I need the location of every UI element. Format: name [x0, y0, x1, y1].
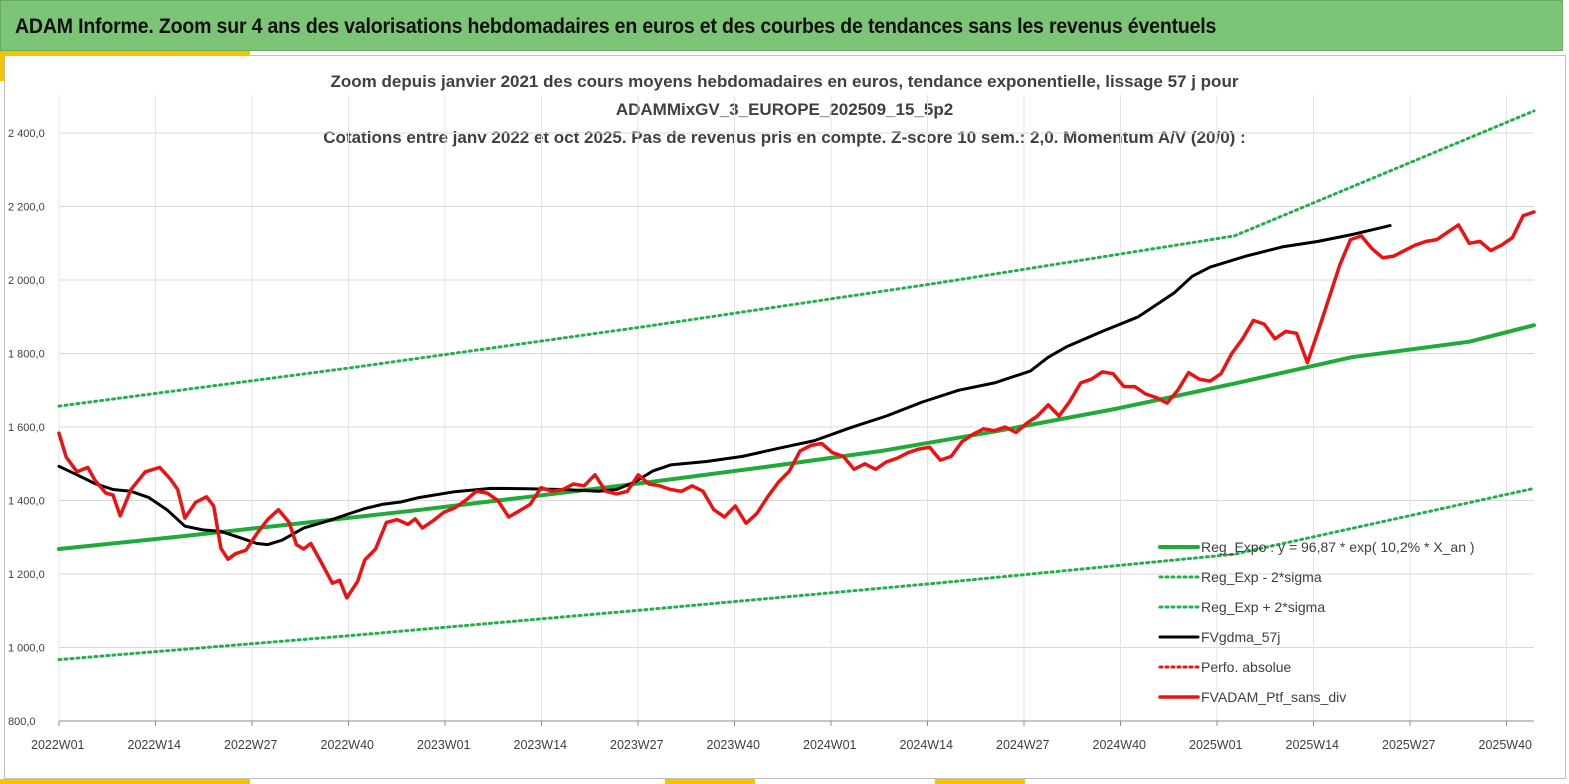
x-tick-label: 2022W14	[128, 738, 182, 752]
x-tick-label: 2022W27	[224, 738, 278, 752]
x-tick-label: 2024W01	[803, 738, 857, 752]
y-tick-label: 2 200,0	[8, 202, 45, 214]
legend-label: Perfo. absolue	[1201, 659, 1291, 675]
x-tick-label: 2022W01	[31, 738, 85, 752]
y-tick-label: 1 600,0	[8, 422, 45, 434]
page-title: ADAM Informe. Zoom sur 4 ans des valoris…	[15, 15, 1217, 38]
legend-label: Reg_Expo : y = 96,87 * exp( 10,2% * X_an…	[1201, 539, 1475, 555]
chart-title-line-1: Zoom depuis janvier 2021 des cours moyen…	[330, 72, 1239, 91]
series-line-1	[57, 323, 1536, 551]
x-tick-label: 2023W40	[707, 738, 761, 752]
x-tick-label: 2025W27	[1382, 738, 1436, 752]
x-tick-label: 2023W01	[417, 738, 471, 752]
gold-accent-top	[0, 51, 250, 55]
legend-label: Reg_Exp - 2*sigma	[1201, 569, 1322, 585]
x-tick-label: 2024W40	[1093, 738, 1147, 752]
legend-label: FVADAM_Ptf_sans_div	[1201, 689, 1346, 705]
series-line-3	[57, 109, 1536, 408]
gold-accent-bottom-right	[935, 779, 1025, 784]
grid	[58, 95, 1534, 722]
y-tick-label: 2 000,0	[8, 275, 45, 287]
x-tick-label: 2024W14	[900, 738, 954, 752]
series-line-4	[57, 224, 1392, 547]
x-tick-label: 2025W14	[1286, 738, 1340, 752]
series-line-2	[57, 486, 1536, 662]
series	[57, 109, 1536, 662]
series-line-6	[57, 210, 1536, 600]
y-tick-label: 1 000,0	[8, 643, 45, 655]
chart-title-line-2: ADAMMixGV_3_EUROPE_202509_15_5p2	[615, 100, 954, 119]
gold-accent-bottom-mid	[665, 779, 755, 784]
x-tick-label: 2025W40	[1479, 738, 1533, 752]
chart-frame	[4, 55, 1566, 779]
x-tick-label: 2022W40	[321, 738, 375, 752]
y-tick-label: 800,0	[8, 716, 36, 728]
legend-label: Reg_Exp + 2*sigma	[1201, 599, 1325, 615]
header-bar: ADAM Informe. Zoom sur 4 ans des valoris…	[0, 0, 1563, 51]
y-tick-label: 1 800,0	[8, 349, 45, 361]
y-tick-label: 1 200,0	[8, 569, 45, 581]
y-tick-label: 2 400,0	[8, 128, 45, 140]
gold-accent-left	[0, 51, 4, 81]
x-tick-label: 2023W14	[514, 738, 568, 752]
x-tick-label: 2023W27	[610, 738, 664, 752]
legend: Reg_Expo : y = 96,87 * exp( 10,2% * X_an…	[1158, 539, 1475, 705]
y-tick-label: 1 400,0	[8, 496, 45, 508]
x-tick-label: 2025W01	[1189, 738, 1243, 752]
axes: 800,0 1 000,0 1 200,0 1 400,0 1 600,0 1 800,0…	[8, 128, 1534, 752]
gold-accent-bottom	[0, 779, 250, 784]
legend-label: FVgdma_57j	[1201, 629, 1280, 645]
x-tick-label: 2024W27	[996, 738, 1050, 752]
